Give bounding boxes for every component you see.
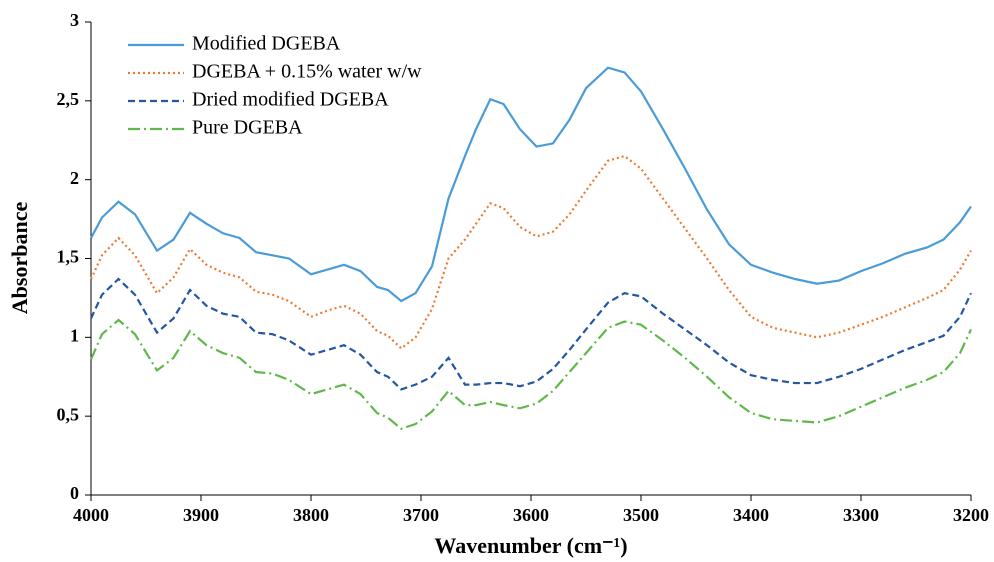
legend-label: Dried modified DGEBA [192, 89, 389, 111]
data-line [90, 66, 972, 303]
y-tick-label: 2 [70, 168, 79, 188]
x-tick-label: 3200 [953, 505, 989, 525]
x-tick-label: 3900 [183, 505, 219, 525]
data-line [90, 277, 972, 391]
y-axis-label: Absorbance [7, 202, 32, 315]
x-tick-label: 3300 [843, 505, 879, 525]
x-tick-label: 3600 [513, 505, 549, 525]
x-tick-label: 3700 [403, 505, 439, 525]
x-tick-label: 3500 [623, 505, 659, 525]
data-line [89, 318, 972, 431]
legend-label: Pure DGEBA [192, 117, 303, 139]
y-tick-label: 1,5 [57, 247, 80, 267]
y-tick-label: 3 [70, 10, 79, 30]
x-axis-label: Wavenumber (cm⁻¹) [434, 533, 627, 558]
x-tick-label: 3800 [293, 505, 329, 525]
data-line [90, 154, 972, 350]
y-tick-label: 1 [70, 325, 79, 345]
legend-label: Modified DGEBA [192, 33, 341, 55]
x-tick-label: 4000 [73, 505, 109, 525]
x-tick-label: 3400 [733, 505, 769, 525]
y-tick-label: 2,5 [57, 89, 80, 109]
y-tick-label: 0,5 [57, 404, 80, 424]
y-tick-label: 0 [70, 483, 79, 503]
legend-label: DGEBA + 0.15% water w/w [192, 61, 422, 83]
